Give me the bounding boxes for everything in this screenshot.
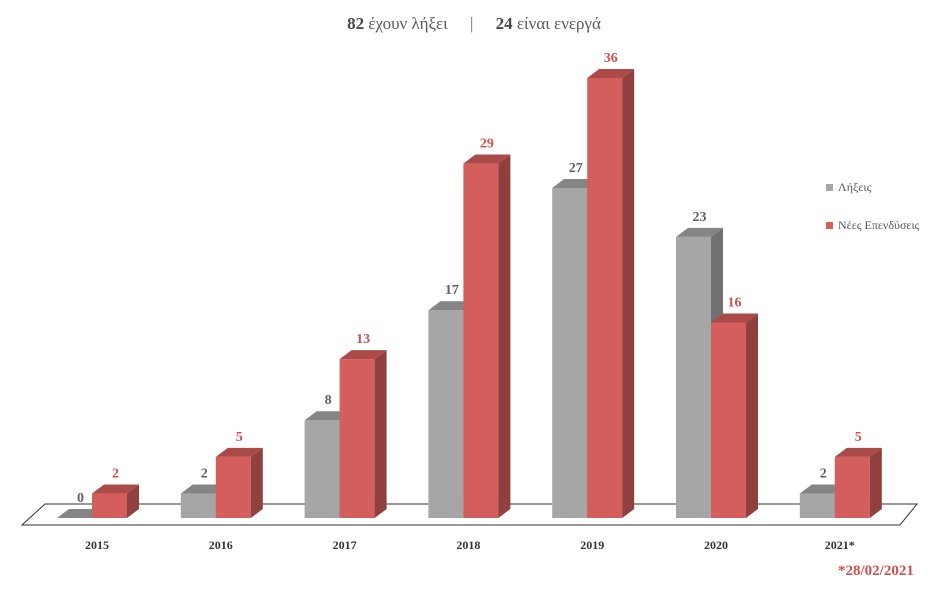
x-tick-label-2019: 2019 [580,538,604,552]
bar-side-new-2016 [250,447,263,518]
data-label-expired-2015: 0 [77,491,84,506]
data-label-expired-2018: 17 [445,283,459,298]
bar-side-new-2015 [127,484,139,518]
bar-front-expired-2016 [180,493,216,518]
expired-count: 82 [347,14,365,33]
bar-top-new-2020 [711,313,758,323]
legend-label-new: Νέες Επενδύσεις [838,217,920,232]
x-tick-label-2020: 2020 [704,538,728,552]
bar-top-new-2019 [587,69,635,78]
bar-top-new-2016 [215,447,263,457]
data-label-new-2018: 29 [480,137,494,152]
data-label-expired-2021*: 2 [820,467,827,482]
bar-front-expired-2021* [799,493,835,518]
data-label-new-2020: 16 [728,295,742,310]
legend-label-expired: Λήξεις [838,179,872,194]
data-label-expired-2019: 27 [569,161,583,176]
bar-side-new-2021* [869,447,882,518]
bar-front-new-2017 [339,359,375,518]
bar-side-new-2017 [374,350,387,518]
data-label-new-2019: 36 [604,51,618,66]
legend-swatch-new [826,221,833,229]
bar-front-new-2019 [587,78,623,518]
bar-top-new-2018 [463,154,511,164]
data-label-new-2017: 13 [356,332,370,347]
data-label-new-2015: 2 [112,467,119,482]
bar-top-expired-2020 [676,227,723,237]
active-text: είναι ενεργά [516,14,601,33]
legend-swatch-expired [826,183,833,191]
x-tick-label-2016: 2016 [209,538,233,552]
headline-separator: | [470,14,474,33]
bar-side-new-2018 [498,154,511,519]
bar-side-new-2019 [622,69,635,518]
data-label-expired-2016: 2 [201,467,208,482]
bar-front-new-2018 [463,163,499,519]
bar-front-expired-2018 [428,310,464,518]
data-label-expired-2017: 8 [325,393,332,408]
bar-front-new-2020 [711,322,746,518]
bar-front-new-2015 [92,493,127,518]
x-tick-label-2018: 2018 [456,538,480,552]
expired-text: έχουν λήξει [368,14,448,33]
bar-front-expired-2019 [552,188,588,518]
bar-side-new-2020 [746,313,758,518]
x-tick-label-2017: 2017 [333,538,357,552]
bar-top-new-2017 [339,350,387,360]
bar-front-expired-2020 [676,236,711,518]
x-tick-label-2021*: 2021* [825,538,855,552]
data-label-new-2021*: 5 [855,430,862,445]
active-count: 24 [495,14,513,33]
legend-item-expired: Λήξεις [826,180,919,194]
chart-headline: 82 έχουν λήξει | 24 είναι ενεργά [0,14,948,34]
legend-item-new: Νέες Επενδύσεις [826,218,919,232]
data-label-new-2016: 5 [236,430,243,445]
bar-front-new-2016 [215,456,251,518]
bar-front-new-2021* [834,456,870,518]
data-label-expired-2020: 23 [693,210,707,225]
x-tick-label-2015: 2015 [85,538,109,552]
bar-top-new-2015 [92,484,139,494]
bar-front-expired-2017 [304,420,340,518]
chart-legend: Λήξεις Νέες Επενδύσεις [826,180,919,256]
bar-top-new-2021* [834,447,882,457]
date-footnote: *28/02/2021 [838,563,914,579]
